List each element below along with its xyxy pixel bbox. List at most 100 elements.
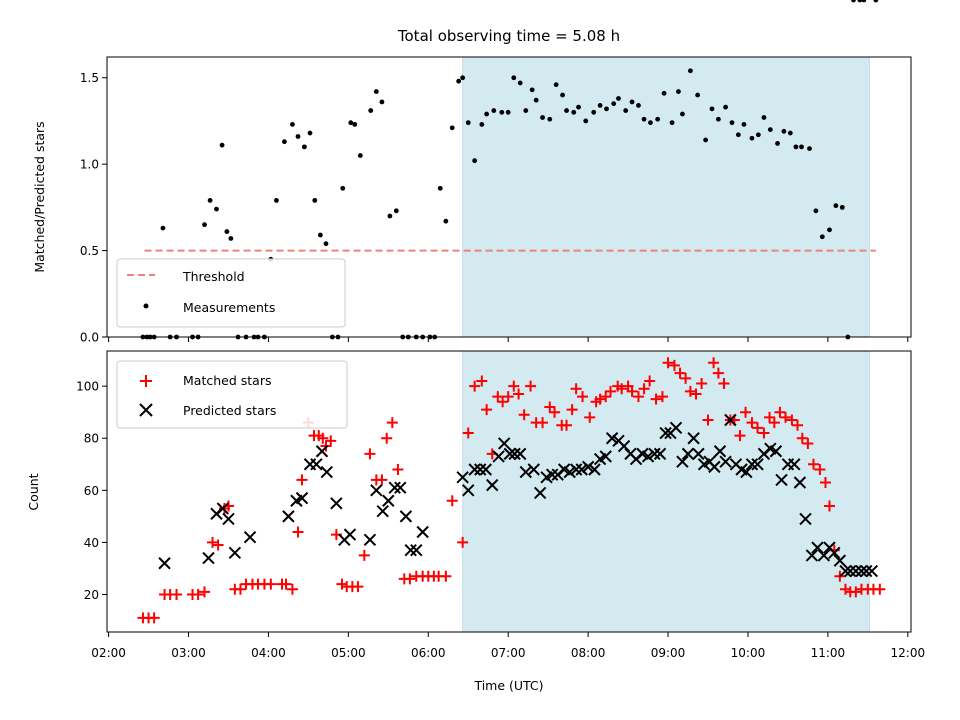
measurement-point	[857, 0, 863, 3]
matched-star-point	[764, 411, 776, 423]
predicted-star-point	[833, 554, 847, 567]
ratio-panel: 0.0 0.5 1.0 1.5 Matched/Predicted stars Thr…	[32, 0, 912, 345]
measurement-point	[511, 75, 517, 81]
measurement-point	[160, 225, 166, 231]
x-tick-label: 09:00	[651, 646, 686, 660]
matched-star-point	[696, 378, 708, 390]
matched-star-point	[317, 432, 329, 444]
matched-star-point	[577, 391, 589, 403]
predicted-star-point	[844, 564, 857, 578]
matched-star-point	[656, 391, 668, 403]
predicted-star-point	[681, 447, 695, 461]
predicted-star-point	[479, 463, 493, 476]
predicted-star-point	[713, 445, 727, 458]
predicted-star-point	[605, 432, 619, 445]
measurement-point	[749, 135, 755, 141]
matched-star-point	[802, 437, 814, 449]
predicted-star-point	[569, 463, 583, 476]
predicted-star-point	[648, 447, 661, 461]
predicted-star-point	[320, 465, 333, 479]
measurement-point	[505, 109, 511, 115]
predicted-star-point	[687, 432, 700, 445]
matched-star-point	[807, 458, 819, 470]
measurement-point	[597, 102, 603, 108]
measurement-point	[755, 132, 761, 138]
measurement-point	[373, 89, 379, 94]
matched-star-point	[206, 536, 218, 548]
x-axis-label: Time (UTC)	[473, 678, 543, 693]
measurement-point	[709, 106, 715, 112]
matched-star-point	[708, 357, 720, 369]
count-axes-frame	[106, 350, 912, 633]
matched-star-point	[874, 583, 886, 595]
matched-star-point	[668, 359, 680, 371]
predicted-star-point	[474, 463, 487, 476]
matched-star-point	[758, 427, 770, 439]
measurement-point	[437, 185, 443, 191]
measurement-point	[295, 134, 301, 139]
matched-star-point	[469, 380, 481, 392]
count-y-tick-label: 100	[76, 380, 99, 394]
ratio-plot-area	[140, 0, 879, 340]
ratio-legend: Threshold Measurements	[116, 258, 346, 328]
predicted-star-point	[839, 564, 852, 578]
matched-star-point	[650, 393, 662, 405]
matched-star-point	[404, 573, 416, 585]
ratio-y-axis-label: Matched/Predicted stars	[32, 121, 47, 272]
measurement-point	[202, 222, 207, 228]
ratio-axes-frame	[106, 56, 912, 338]
measurement-point	[611, 101, 617, 107]
measurement-point	[576, 104, 581, 110]
matched-star-point	[566, 404, 578, 416]
predicted-star-point	[692, 447, 705, 461]
matched-star-point	[684, 385, 696, 397]
predicted-star-point	[503, 447, 517, 461]
predicted-star-point	[599, 450, 612, 463]
chart-title: Total observing time = 5.08 h	[397, 27, 620, 45]
measurement-point	[540, 115, 545, 120]
predicted-star-point	[641, 450, 655, 463]
predicted-star-point	[817, 549, 831, 562]
predicted-star-point	[533, 486, 547, 500]
measurement-point	[676, 89, 681, 94]
predicted-star-point	[228, 546, 242, 560]
ratio-y-tick-label: 1.0	[80, 158, 99, 172]
measurement-point	[564, 108, 569, 113]
matched-star-point	[850, 586, 862, 598]
count-y-axis-label: Count	[26, 473, 41, 510]
matched-star-point	[680, 372, 692, 384]
matched-star-point	[712, 367, 724, 379]
predicted-star-point	[315, 445, 329, 458]
measurement-point	[379, 99, 385, 105]
predicted-star-point	[769, 445, 783, 458]
matched-star-point	[626, 385, 638, 397]
matched-star-point	[600, 391, 612, 403]
matched-star-point	[819, 477, 831, 489]
measurements-legend-label: Measurements	[183, 300, 275, 315]
predicted-star-point	[310, 458, 323, 471]
measurement-point	[813, 208, 819, 214]
measurement-point	[224, 229, 230, 234]
matched-star-point	[481, 404, 493, 416]
predicted-star-point	[669, 421, 683, 435]
measurement-point	[449, 125, 455, 131]
count-x-axis: 02:00 03:00 04:00 05:00 06:00 07:00 08:00 09:00…	[91, 632, 925, 660]
threshold-legend-label: Threshold	[182, 269, 245, 284]
observing-window-shade	[462, 350, 870, 633]
measurement-point	[307, 130, 313, 136]
measurement-point	[623, 108, 629, 113]
measurement-point	[357, 153, 363, 158]
predicted-star-point	[158, 557, 171, 570]
matched-star-point	[508, 380, 520, 392]
measurement-point	[533, 97, 539, 103]
predicted-star-point	[575, 463, 588, 476]
measurements-legend-swatch	[143, 303, 149, 309]
matched-star-point	[768, 417, 780, 429]
predicted-star-point	[404, 544, 417, 557]
matched-star-point	[325, 435, 337, 447]
predicted-star-point	[295, 491, 309, 505]
measurement-point	[499, 109, 505, 115]
measurement-point	[547, 116, 553, 122]
predicted-star-point	[793, 476, 807, 489]
x-tick-label: 05:00	[331, 646, 366, 660]
